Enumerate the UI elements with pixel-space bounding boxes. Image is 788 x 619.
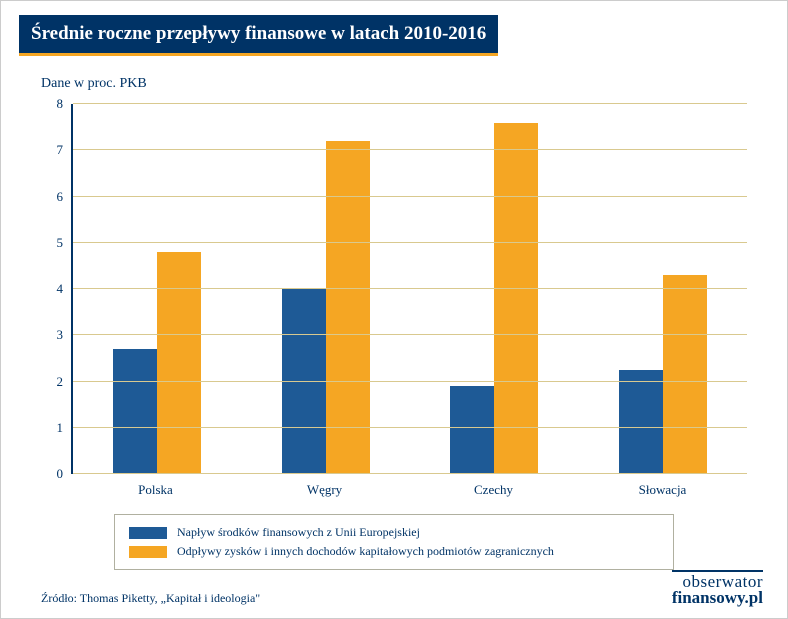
y-axis: 012345678	[41, 104, 71, 474]
x-axis-label: Czechy	[409, 474, 578, 498]
legend-label: Napływ środków finansowych z Unii Europe…	[177, 525, 420, 540]
y-tick-label: 3	[57, 327, 64, 343]
legend-item: Napływ środków finansowych z Unii Europe…	[129, 523, 659, 542]
y-tick-label: 1	[57, 420, 64, 436]
grid-line	[73, 381, 747, 382]
bar	[157, 252, 201, 474]
plot-area	[71, 104, 747, 474]
chart-title: Średnie roczne przepływy finansowe w lat…	[19, 15, 498, 56]
grid-line	[73, 288, 747, 289]
bar	[113, 349, 157, 474]
logo-line2: finansowy.pl	[672, 590, 763, 606]
grid-line	[73, 103, 747, 104]
grid-line	[73, 196, 747, 197]
grid-line	[73, 427, 747, 428]
x-axis-label: Węgry	[240, 474, 409, 498]
bar	[619, 370, 663, 474]
bar-group	[410, 104, 579, 474]
y-tick-label: 0	[57, 466, 64, 482]
legend-swatch	[129, 546, 167, 558]
y-tick-label: 6	[57, 189, 64, 205]
y-tick-label: 7	[57, 142, 64, 158]
chart-subtitle: Dane w proc. PKB	[41, 76, 787, 92]
legend: Napływ środków finansowych z Unii Europe…	[114, 514, 674, 570]
bar-group	[242, 104, 411, 474]
grid-line	[73, 334, 747, 335]
grid-line	[73, 242, 747, 243]
grid-line	[73, 473, 747, 474]
bar	[450, 386, 494, 474]
x-axis-label: Polska	[71, 474, 240, 498]
logo: obserwator finansowy.pl	[672, 570, 763, 606]
bar-group	[73, 104, 242, 474]
bar	[326, 141, 370, 474]
chart-area: 012345678	[41, 104, 747, 474]
legend-label: Odpływy zysków i innych dochodów kapitał…	[177, 544, 554, 559]
grid-line	[73, 149, 747, 150]
bar-group	[579, 104, 748, 474]
y-tick-label: 4	[57, 281, 64, 297]
y-tick-label: 8	[57, 96, 64, 112]
bar	[282, 289, 326, 474]
source-text: Źródło: Thomas Piketty, „Kapitał i ideol…	[41, 591, 260, 606]
x-axis-labels: PolskaWęgryCzechySłowacja	[71, 474, 747, 498]
bar	[663, 275, 707, 474]
legend-swatch	[129, 527, 167, 539]
y-tick-label: 5	[57, 235, 64, 251]
bars-container	[73, 104, 747, 474]
bar	[494, 123, 538, 475]
legend-item: Odpływy zysków i innych dochodów kapitał…	[129, 542, 659, 561]
footer: Źródło: Thomas Piketty, „Kapitał i ideol…	[41, 570, 763, 606]
y-tick-label: 2	[57, 374, 64, 390]
x-axis-label: Słowacja	[578, 474, 747, 498]
